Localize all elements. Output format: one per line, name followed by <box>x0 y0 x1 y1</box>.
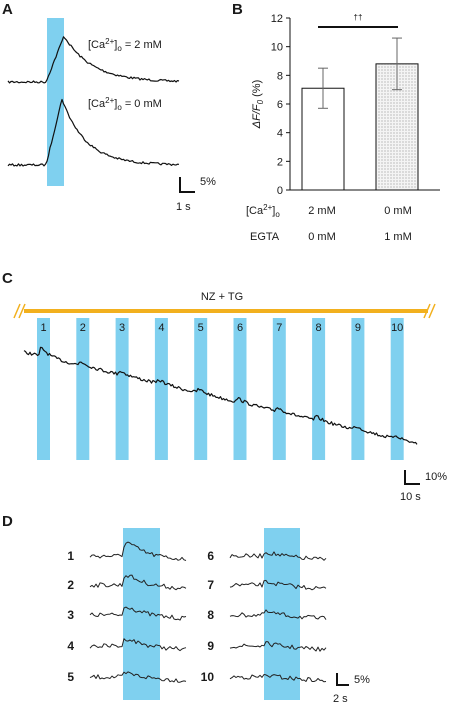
stim-number-1: 1 <box>40 322 46 334</box>
scale-bar-d <box>336 673 349 686</box>
trace-number-5: 5 <box>67 670 74 684</box>
treatment-label: NZ + TG <box>201 291 243 303</box>
y-axis-title: ΔF/F0 (%) <box>251 80 265 130</box>
scale-bar-c <box>404 470 420 485</box>
scale-x-label-a: 1 s <box>176 201 191 213</box>
stim-bar-1 <box>37 318 50 460</box>
traces-left: 1 2 3 4 5 <box>67 541 187 684</box>
row1-label: [Ca2+]o <box>246 203 280 219</box>
scale-x-label-c: 10 s <box>400 491 421 503</box>
panel-c-label: C <box>2 270 13 287</box>
row1-value-2: 0 mM <box>384 205 412 217</box>
stim-bar-9 <box>351 318 365 460</box>
stim-number-2: 2 <box>80 322 86 334</box>
stim-bar-8 <box>312 318 326 460</box>
y-tick-label: 4 <box>277 128 283 140</box>
trace-10 <box>229 674 327 683</box>
trace-number-2: 2 <box>67 578 74 592</box>
trace-number-4: 4 <box>67 639 74 653</box>
scale-bar-a <box>179 177 195 193</box>
trace-number-10: 10 <box>201 670 215 684</box>
trace-number-8: 8 <box>207 608 214 622</box>
scale-y-label-a: 5% <box>200 176 216 188</box>
scale-y-label-c: 10% <box>425 471 447 483</box>
panel-c: C NZ + TG 1 2 3 4 5 6 7 8 9 10 10% 10 s <box>2 270 447 503</box>
row1-value-1: 2 mM <box>308 205 336 217</box>
trace2-label: [Ca2+]o = 0 mM <box>88 96 162 112</box>
trace-calcium-2mM <box>7 36 180 84</box>
stim-bar-6 <box>233 318 247 460</box>
stim-number-4: 4 <box>158 322 164 334</box>
significance-mark: †† <box>354 13 363 22</box>
stim-number-10: 10 <box>391 322 403 334</box>
trace-5 <box>89 671 187 683</box>
trace-1 <box>89 541 187 561</box>
panel-d-label: D <box>2 513 13 530</box>
stim-bar-5 <box>194 318 208 460</box>
trace-number-7: 7 <box>207 578 214 592</box>
row2-label: EGTA <box>250 231 280 243</box>
panel-d: D 1 2 3 4 5 6 7 8 9 10 5% 2 s <box>2 513 370 705</box>
panel-a-label: A <box>2 1 13 18</box>
stim-number-6: 6 <box>237 322 243 334</box>
stim-bar-7 <box>272 318 286 460</box>
panel-a: A [Ca2+]o = 2 mM [Ca2+]o = 0 mM 5% 1 s <box>2 1 216 213</box>
trace-4 <box>89 638 187 652</box>
y-tick-label: 12 <box>271 13 283 25</box>
row2-value-1: 0 mM <box>308 231 336 243</box>
y-ticks: 0 2 4 6 8 10 12 <box>271 13 290 197</box>
stimulus-bars: 1 2 3 4 5 6 7 8 9 10 <box>37 318 404 460</box>
bars <box>301 37 419 191</box>
y-tick-label: 10 <box>271 42 283 54</box>
trace-calcium-0mM <box>7 98 180 167</box>
trace-6 <box>229 551 327 561</box>
scale-y-label-d: 5% <box>354 674 370 686</box>
row2-value-2: 1 mM <box>384 231 412 243</box>
stim-number-7: 7 <box>276 322 282 334</box>
axis-break-marks <box>13 303 436 319</box>
stim-bar-2 <box>76 318 90 460</box>
y-tick-label: 8 <box>277 70 283 82</box>
y-tick-label: 0 <box>277 185 283 197</box>
stim-number-5: 5 <box>198 322 204 334</box>
trace-number-3: 3 <box>67 608 74 622</box>
trace-number-1: 1 <box>67 549 74 563</box>
trace-8 <box>229 609 327 620</box>
scale-x-label-d: 2 s <box>333 693 348 705</box>
panel-b-label: B <box>232 1 243 18</box>
stim-number-9: 9 <box>355 322 361 334</box>
trace-3 <box>89 606 187 621</box>
traces-right: 6 7 8 9 10 <box>201 549 327 684</box>
stim-bar-4 <box>154 318 168 460</box>
trace-nz-tg <box>23 346 418 445</box>
trace-number-6: 6 <box>207 549 214 563</box>
stim-bar-10 <box>390 318 404 460</box>
trace1-label: [Ca2+]o = 2 mM <box>88 37 162 53</box>
trace-9 <box>229 641 327 652</box>
stim-bar-3 <box>115 318 129 460</box>
trace-2 <box>89 574 187 591</box>
stim-number-8: 8 <box>316 322 322 334</box>
trace-number-9: 9 <box>207 639 214 653</box>
y-tick-label: 6 <box>277 99 283 111</box>
trace-7 <box>229 579 327 591</box>
panel-b: B 0 2 4 6 8 10 12 ΔF/F0 (%) †† [Ca2+]o 2 mM 0 … <box>232 1 440 243</box>
stim-number-3: 3 <box>119 322 125 334</box>
y-tick-label: 2 <box>277 156 283 168</box>
